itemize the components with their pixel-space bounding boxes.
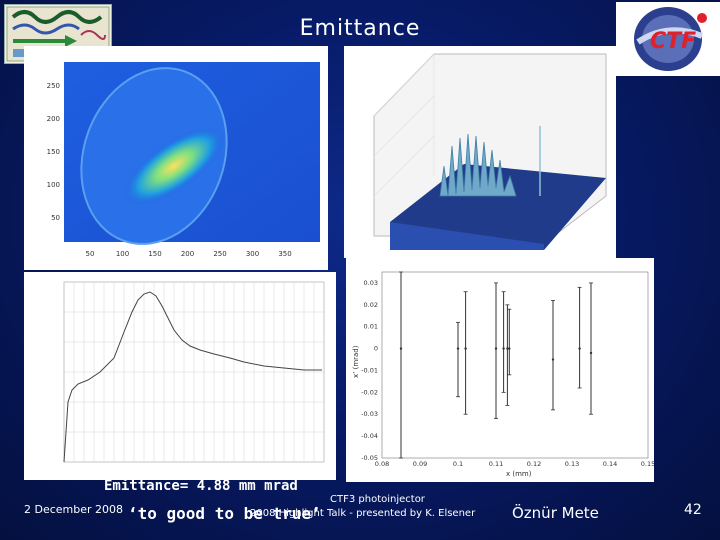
- beam-image-heatmap: 50 100 150 200 250 300 350 250 200 150 100 50: [24, 46, 328, 270]
- phase-point: [551, 358, 555, 361]
- heatmap-x-tick: 200: [181, 250, 194, 258]
- phase-space-chart: 0.08 0.09 0.1 0.11 0.12 0.13 0.14 0.15 0.03 0.02…: [346, 258, 655, 482]
- phase-point: [589, 351, 593, 355]
- heatmap-y-ticks: 250 200 150 100 50: [47, 82, 60, 222]
- phase-x-label: x (mm): [506, 470, 532, 478]
- heatmap-y-tick: 100: [47, 181, 60, 189]
- heatmap-y-tick: 200: [47, 115, 60, 123]
- heatmap-x-tick: 350: [278, 250, 291, 258]
- profile-line: [63, 291, 322, 463]
- heatmap-x-ticks: 50 100 150 200 250 300 350: [86, 250, 292, 258]
- phase-point: [506, 347, 509, 350]
- ctf3-circle-logo: CTF: [616, 2, 720, 76]
- phase-point: [456, 347, 460, 350]
- slide-title: Emittance: [299, 16, 421, 41]
- heatmap-x-tick: 50: [86, 250, 95, 258]
- phase-x-ticks: 0.08 0.09 0.1 0.11 0.12 0.13 0.14 0.15: [375, 460, 655, 468]
- phase-point: [578, 347, 581, 350]
- phase-y-tick: 0.03: [364, 279, 378, 287]
- phase-y-tick: -0.03: [361, 410, 378, 418]
- phase-y-tick: 0.02: [364, 301, 378, 309]
- phase-x-tick: 0.14: [603, 460, 617, 468]
- surface-peaks: [439, 133, 517, 197]
- heatmap-x-tick: 100: [116, 250, 129, 258]
- heatmap-y-tick: 250: [47, 82, 60, 90]
- phase-y-tick: 0: [374, 345, 378, 353]
- page-number: 42: [684, 502, 702, 518]
- phase-point: [399, 347, 403, 350]
- phase-x-tick: 0.12: [527, 460, 541, 468]
- phase-point: [502, 347, 505, 350]
- phase-y-tick: -0.02: [361, 388, 378, 396]
- phase-point: [494, 347, 498, 350]
- beam-profile-chart: [24, 272, 336, 480]
- heatmap-x-tick: 150: [148, 250, 161, 258]
- phase-point: [464, 347, 467, 350]
- heatmap-y-tick: 50: [51, 214, 60, 222]
- phase-y-tick: -0.05: [361, 454, 378, 462]
- phase-errorbars: [399, 271, 593, 459]
- emittance-value: Emittance= 4.88 mm mrad: [104, 478, 298, 494]
- phase-y-tick: -0.01: [361, 366, 378, 374]
- phase-y-tick: -0.04: [361, 432, 378, 440]
- phase-y-label: x’ (mrad): [352, 345, 360, 378]
- phase-y-tick: 0.01: [364, 323, 378, 331]
- phase-x-tick: 0.11: [489, 460, 503, 468]
- phase-x-tick: 0.1: [453, 460, 463, 468]
- phase-point: [508, 347, 511, 350]
- heatmap-y-tick: 150: [47, 148, 60, 156]
- emittance-comment: ‘to good to be true’: [128, 504, 321, 523]
- phase-y-ticks: 0.03 0.02 0.01 0 -0.01 -0.02 -0.03 -0.04 -0.05: [361, 279, 378, 462]
- heatmap-x-tick: 300: [246, 250, 259, 258]
- beam-3d-surface: [344, 46, 616, 258]
- phase-x-tick: 0.09: [413, 460, 427, 468]
- ctf-logo-text: CTF: [650, 29, 696, 54]
- heatmap-x-tick: 250: [213, 250, 226, 258]
- footer-author: Öznür Mete: [512, 504, 599, 522]
- phase-x-tick: 0.15: [641, 460, 654, 468]
- footer-date: 2 December 2008: [24, 503, 124, 516]
- footer-talk: 2008 Highlight Talk - presented by K. El…: [250, 508, 476, 519]
- footer-project: CTF3 photoinjector: [330, 494, 425, 505]
- phase-x-tick: 0.08: [375, 460, 389, 468]
- phase-x-tick: 0.13: [565, 460, 579, 468]
